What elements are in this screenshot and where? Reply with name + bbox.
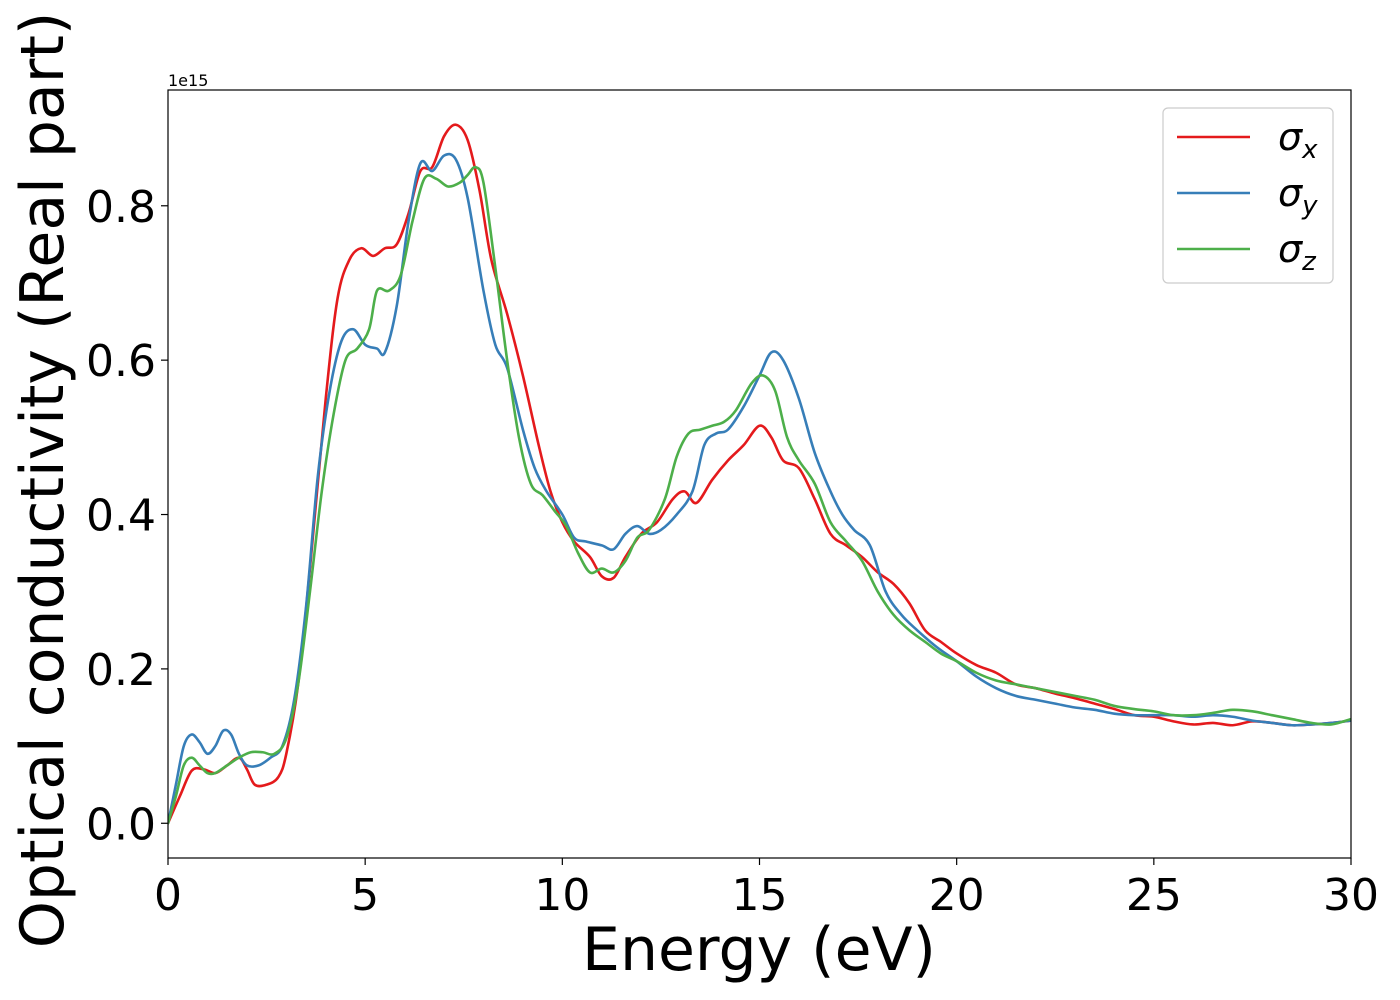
y-tick-label: 0.0 [86,799,156,850]
x-axis-ticks: 0 5 10 15 20 25 30 [154,858,1379,921]
y-tick-label: 0.2 [86,645,156,696]
plot-lines [168,123,1351,825]
legend-label-y: σy [1278,171,1318,221]
y-tick-label: 0.6 [86,336,156,387]
series-line-z [168,165,1351,825]
x-tick-label: 20 [929,870,985,921]
legend-label-x: σx [1278,115,1318,165]
x-tick-label: 25 [1126,870,1182,921]
y-axis-title: Optical conductivity (Real part) [8,12,78,949]
x-tick-label: 5 [351,870,379,921]
x-tick-label: 10 [534,870,590,921]
series-line-y [168,152,1351,825]
legend-box [1162,107,1334,284]
y-tick-label: 0.4 [86,491,156,542]
x-axis-title: Energy (eV) [582,915,936,985]
y-axis-offset-label: 1e15 [168,71,208,90]
x-tick-label: 0 [154,870,182,921]
x-tick-label: 30 [1323,870,1379,921]
y-tick-label: 0.8 [86,182,156,233]
x-tick-label: 15 [732,870,788,921]
y-axis-ticks: 0.0 0.2 0.4 0.6 0.8 [86,182,168,850]
